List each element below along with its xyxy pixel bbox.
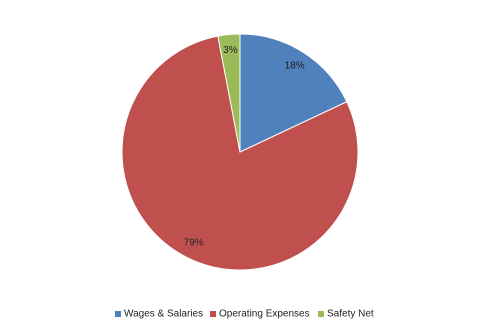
legend-label: Operating Expenses xyxy=(219,309,310,320)
legend-swatch xyxy=(318,311,324,317)
data-label: 79% xyxy=(184,238,204,249)
pie-slice xyxy=(217,33,241,153)
legend-swatch xyxy=(115,311,121,317)
data-label: 18% xyxy=(285,61,305,72)
pie-slice xyxy=(121,35,359,271)
pie-slice xyxy=(239,33,348,153)
legend-label: Wages & Salaries xyxy=(124,309,203,320)
data-label: 3% xyxy=(223,45,238,56)
legend-swatch xyxy=(210,311,216,317)
legend-label: Safety Net xyxy=(327,309,374,320)
